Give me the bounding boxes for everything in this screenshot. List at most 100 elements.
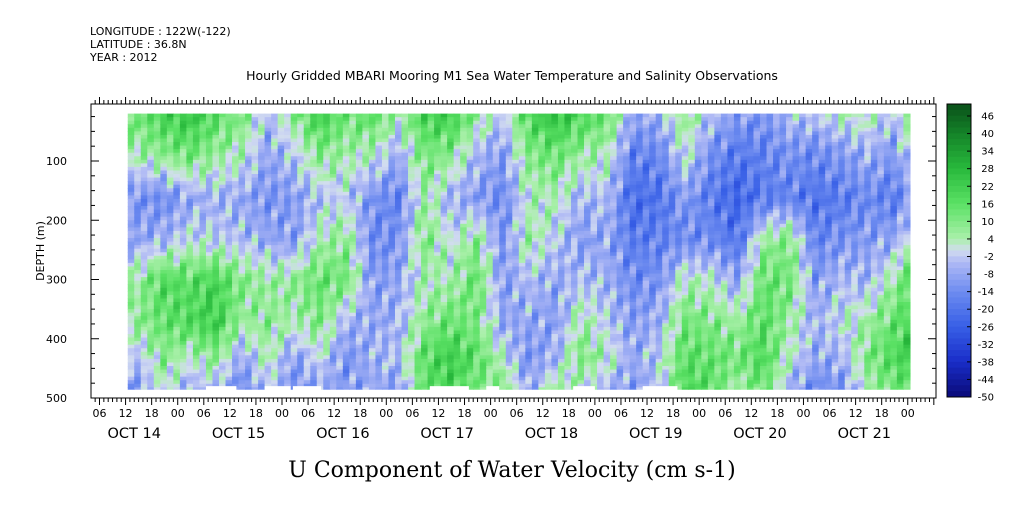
heatmap-cell: [205, 266, 214, 271]
heatmap-cell: [336, 145, 344, 150]
heatmap-cell: [355, 323, 363, 328]
heatmap-cell: [245, 312, 253, 317]
heatmap-cell: [192, 213, 201, 218]
heatmap-cell: [258, 152, 266, 157]
heatmap-cell: [355, 238, 363, 243]
heatmap-cell: [245, 113, 253, 118]
heatmap-cell: [329, 302, 337, 307]
heatmap-cell: [205, 287, 214, 292]
heatmap-cell: [421, 145, 429, 150]
heatmap-cell: [140, 387, 148, 390]
heatmap-cell: [205, 188, 214, 193]
heatmap-cell: [140, 284, 148, 289]
heatmap-cell: [401, 195, 409, 200]
heatmap-cell: [414, 362, 422, 367]
heatmap-cell: [499, 383, 507, 388]
heatmap-cell: [186, 337, 194, 342]
heatmap-cell: [303, 312, 311, 317]
heatmap-cell: [140, 145, 148, 150]
heatmap-cell: [375, 298, 383, 303]
heatmap-cell: [166, 245, 174, 250]
heatmap-cell: [401, 227, 409, 232]
heatmap-cell: [173, 380, 181, 385]
heatmap-cell: [219, 287, 227, 292]
heatmap-cell: [316, 358, 324, 364]
heatmap-cell: [525, 387, 533, 390]
heatmap-cell: [401, 198, 409, 204]
heatmap-cell: [518, 358, 526, 364]
heatmap-cell: [238, 131, 246, 136]
heatmap-cell: [531, 159, 539, 164]
heatmap-cell: [473, 184, 481, 189]
heatmap-cell: [153, 312, 161, 317]
heatmap-cell: [251, 213, 259, 218]
heatmap-cell: [329, 255, 337, 260]
heatmap-cell: [277, 223, 285, 228]
heatmap-cell: [525, 316, 533, 321]
heatmap-cell: [166, 287, 174, 292]
heatmap-cell: [368, 174, 377, 179]
heatmap-cell: [258, 255, 266, 260]
heatmap-cell: [232, 273, 240, 278]
heatmap-cell: [336, 142, 344, 147]
heatmap-cell: [251, 138, 259, 143]
heatmap-cell: [388, 131, 396, 136]
heatmap-cell: [414, 145, 422, 150]
heatmap-cell: [245, 124, 253, 129]
heatmap-cell: [258, 206, 266, 211]
heatmap-cell: [264, 259, 272, 264]
heatmap-cell: [427, 149, 435, 154]
heatmap-cell: [355, 206, 363, 211]
heatmap-cell: [453, 245, 461, 250]
heatmap-cell: [251, 273, 259, 278]
heatmap-cell: [127, 163, 135, 168]
heatmap-cell: [388, 262, 396, 268]
heatmap-cell: [134, 380, 142, 385]
heatmap-cell: [179, 284, 188, 289]
heatmap-cell: [381, 159, 390, 164]
heatmap-cell: [277, 255, 285, 260]
heatmap-cell: [147, 113, 155, 118]
heatmap-cell: [258, 238, 266, 243]
heatmap-cell: [127, 383, 135, 388]
heatmap-cell: [212, 348, 220, 353]
heatmap-cell: [388, 323, 396, 328]
heatmap-cell: [538, 248, 546, 253]
heatmap-cell: [173, 287, 181, 292]
heatmap-cell: [140, 177, 148, 182]
heatmap-cell: [225, 326, 233, 332]
heatmap-cell: [401, 181, 409, 186]
heatmap-cell: [258, 131, 266, 136]
heatmap-cell: [447, 287, 455, 292]
heatmap-cell: [225, 120, 233, 125]
heatmap-cell: [179, 170, 188, 175]
heatmap-cell: [414, 319, 422, 324]
heatmap-cell: [166, 334, 174, 339]
heatmap-cell: [225, 291, 233, 296]
heatmap-cell: [401, 334, 409, 339]
heatmap-cell: [316, 174, 324, 179]
heatmap-cell: [232, 195, 240, 200]
heatmap-cell: [355, 145, 363, 150]
heatmap-cell: [316, 255, 324, 260]
heatmap-cell: [232, 120, 240, 125]
heatmap-cell: [212, 341, 220, 346]
heatmap-cell: [414, 302, 422, 307]
heatmap-cell: [499, 305, 507, 310]
heatmap-cell: [368, 273, 377, 278]
heatmap-cell: [355, 131, 363, 136]
heatmap-cell: [525, 252, 533, 257]
heatmap-cell: [329, 366, 337, 371]
heatmap-cell: [153, 220, 161, 225]
heatmap-cell: [310, 259, 318, 264]
heatmap-cell: [421, 156, 429, 161]
heatmap-cell: [518, 198, 526, 204]
heatmap-cell: [525, 138, 533, 143]
heatmap-cell: [421, 337, 429, 342]
heatmap-cell: [466, 142, 474, 147]
heatmap-cell: [505, 362, 513, 367]
heatmap-cell: [238, 302, 246, 307]
heatmap-cell: [192, 259, 201, 264]
heatmap-cell: [440, 234, 448, 239]
heatmap-cell: [440, 312, 448, 317]
